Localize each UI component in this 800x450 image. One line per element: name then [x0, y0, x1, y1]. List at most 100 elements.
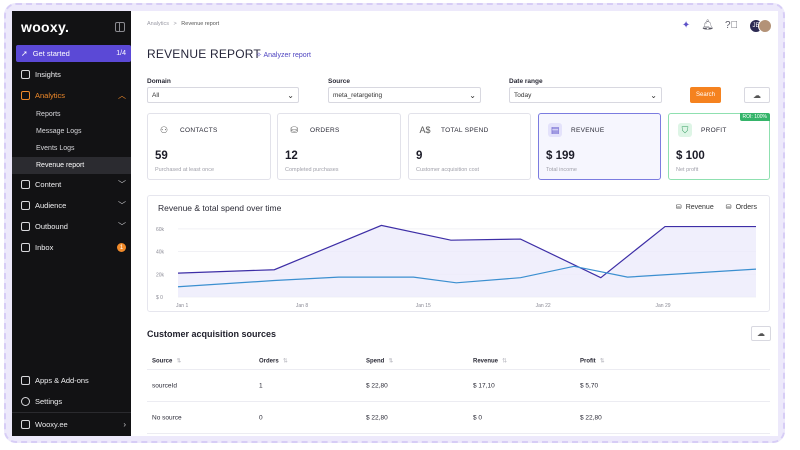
workspace-switcher[interactable]: Wooxy.ee › — [12, 413, 131, 436]
x-tick-label: Jan 1 — [176, 303, 188, 309]
cell-profit: $ 22,80 — [580, 414, 602, 421]
chevron-down-icon: ﹀ — [118, 222, 126, 231]
cell-revenue: $ 0 — [473, 414, 483, 421]
x-tick-label: Jan 8 — [296, 303, 308, 309]
chart-legend: ⛁ Revenue ⛁ Orders — [676, 203, 757, 211]
kpi-card-orders: ⛁ ORDERS 12 Completed purchases — [277, 113, 401, 180]
column-header-spend[interactable]: Spend ⇅ — [366, 358, 394, 364]
sidebar-item-insights[interactable]: Insights — [12, 64, 131, 85]
sort-icon: ⇅ — [176, 358, 182, 364]
sort-icon: ⇅ — [282, 358, 288, 364]
source-label: Source — [328, 78, 351, 85]
kpi-card-total-spend: A$ TOTAL SPEND 9 Customer acquisition co… — [408, 113, 531, 180]
domain-select[interactable]: All ⌄ — [147, 87, 299, 103]
sidebar-item-analytics[interactable]: Analytics ︿ — [12, 85, 131, 106]
get-started-count: 1/4 — [116, 50, 126, 57]
sidebar-subitem-reports[interactable]: Reports — [36, 111, 61, 118]
roi-badge: ROI: 100% — [739, 113, 770, 121]
y-tick-label: 20k — [156, 272, 165, 278]
sidebar-item-settings[interactable]: Settings — [12, 391, 131, 412]
cell-orders: 0 — [259, 414, 263, 421]
line-chart: $ 0 20k 40k 60k Jan 1 Jan 8 Jan 15 Jan 22 Jan 29 — [156, 224, 757, 309]
cell-spend: $ 22,80 — [366, 414, 388, 421]
chevron-up-icon: ︿ — [118, 91, 126, 100]
chevron-down-icon: ⌄ — [287, 90, 294, 100]
sort-icon: ⇅ — [388, 358, 394, 364]
sort-icon: ⇅ — [599, 358, 605, 364]
table-row: sourceId 1 $ 22,80 $ 17,10 $ 5,70 — [147, 370, 770, 402]
sidebar-item-inbox[interactable]: Inbox 1 — [12, 237, 131, 258]
sidebar-item-apps[interactable]: Apps & Add-ons — [12, 370, 131, 391]
avatar-group[interactable]: JE — [749, 19, 772, 33]
sidebar-subitem-message-logs[interactable]: Message Logs — [36, 128, 82, 135]
breadcrumb-current: Revenue report — [181, 21, 220, 27]
main-content: Analytics > Revenue report ✦ 🔔︎ ?⃝ JE RE… — [131, 11, 778, 436]
cell-orders: 1 — [259, 382, 263, 389]
app: wooxy. ➚ Get started 1/4 Insights Analyt… — [12, 11, 778, 436]
sidebar-subitem-events-logs[interactable]: Events Logs — [36, 145, 75, 152]
kpi-card-revenue: ▤ REVENUE $ 199 Total income — [538, 113, 661, 180]
bag-icon: ⛁ — [725, 204, 732, 211]
y-tick-label: 60k — [156, 227, 165, 233]
breadcrumb-separator: > — [173, 21, 177, 27]
get-started-label: Get started — [32, 49, 70, 58]
breadcrumb: Analytics > Revenue report — [147, 21, 219, 27]
domain-label: Domain — [147, 78, 171, 85]
logo: wooxy. — [21, 18, 70, 35]
collapse-sidebar-icon[interactable] — [115, 21, 125, 32]
sidebar-item-outbound[interactable]: Outbound ﹀ — [12, 216, 131, 237]
content-icon — [21, 180, 30, 189]
column-header-source[interactable]: Source ⇅ — [152, 358, 182, 364]
revenue-icon: ▤ — [548, 123, 562, 137]
legend-orders[interactable]: ⛁ Orders — [725, 204, 757, 211]
sidebar-item-audience[interactable]: Audience ﹀ — [12, 195, 131, 216]
cell-spend: $ 22,80 — [366, 382, 388, 389]
sidebar-item-label: Settings — [35, 397, 63, 406]
cell-revenue: $ 17,10 — [473, 382, 495, 389]
top-actions: ✦ 🔔︎ ?⃝ JE — [682, 19, 772, 33]
sidebar-item-label: Apps & Add-ons — [35, 376, 89, 385]
column-header-revenue[interactable]: Revenue ⇅ — [473, 358, 508, 364]
spend-icon: A$ — [419, 125, 431, 135]
legend-revenue[interactable]: ⛁ Revenue — [675, 204, 714, 211]
source-select[interactable]: meta_retargeting ⌄ — [328, 87, 481, 103]
export-cloud-icon[interactable]: ☁ — [751, 326, 771, 341]
window-frame: wooxy. ➚ Get started 1/4 Insights Analyt… — [4, 3, 785, 443]
sidebar-subitem-revenue-report[interactable]: Revenue report — [12, 157, 131, 174]
topbar: Analytics > Revenue report ✦ 🔔︎ ?⃝ JE — [131, 11, 778, 39]
chevron-down-icon: ﹀ — [118, 201, 126, 210]
inbox-badge: 1 — [117, 243, 126, 252]
sidebar-item-content[interactable]: Content ﹀ — [12, 174, 131, 195]
bag-icon: ⛁ — [290, 124, 298, 135]
analyzer-report-link[interactable]: ✧ Analyzer report — [256, 52, 311, 59]
avatar-photo — [758, 19, 772, 33]
chevron-down-icon: ⌄ — [469, 90, 476, 100]
revenue-chart-card: Revenue & total spend over time ⛁ Revenue… — [147, 195, 770, 312]
rocket-icon: ➚ — [21, 49, 28, 58]
get-started-button[interactable]: ➚ Get started 1/4 — [16, 45, 131, 62]
table-header: Source ⇅ Orders ⇅ Spend ⇅ Revenue ⇅ Profit ⇅ — [147, 352, 770, 370]
chevron-down-icon: ⌄ — [650, 90, 657, 100]
sidebar-item-label: Insights — [35, 70, 61, 79]
revenue-area — [178, 225, 756, 297]
export-cloud-icon[interactable]: ☁ — [744, 87, 770, 103]
sidebar-item-label: Inbox — [35, 243, 54, 252]
breadcrumb-parent[interactable]: Analytics — [147, 21, 170, 27]
chevron-down-icon: ﹀ — [118, 180, 126, 189]
x-tick-label: Jan 22 — [536, 303, 551, 309]
outbound-icon — [21, 222, 30, 231]
bell-icon[interactable]: 🔔︎ — [701, 20, 714, 31]
column-header-orders[interactable]: Orders ⇅ — [259, 358, 288, 364]
y-tick-label: 40k — [156, 250, 165, 256]
sidebar-item-label: Analytics — [35, 91, 66, 100]
workspace-name: Wooxy.ee — [35, 420, 68, 429]
contacts-icon: ⚇ — [159, 124, 169, 135]
sort-icon: ⇅ — [502, 358, 508, 364]
insights-icon — [21, 70, 30, 79]
column-header-profit[interactable]: Profit ⇅ — [580, 358, 605, 364]
sparkle-icon[interactable]: ✦ — [681, 20, 691, 31]
search-button[interactable]: Search — [690, 87, 721, 103]
x-tick-label: Jan 15 — [416, 303, 431, 309]
help-icon[interactable]: ?⃝ — [724, 20, 738, 31]
date-range-select[interactable]: Today ⌄ — [509, 87, 662, 103]
